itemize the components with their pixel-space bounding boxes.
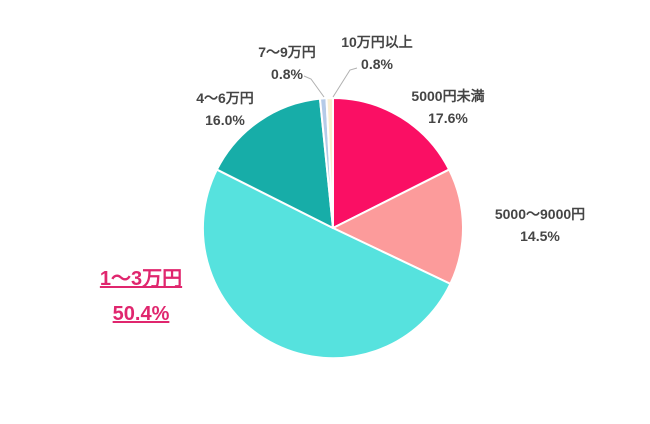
slice-percent-text: 50.4% [112,303,170,325]
slice-percent-text: 0.8% [271,66,303,82]
slice-label-5000-9000: 5000〜9000円 14.5% [495,203,585,247]
slice-label-4-6man: 4〜6万円 16.0% [196,87,254,131]
slice-label-text: 10万円以上 [341,34,413,50]
pie-slice-3 [215,97,334,229]
slice-label-7-9man: 7〜9万円 0.8% [258,41,316,85]
slice-label-text: 4〜6万円 [196,90,254,106]
slice-label-text: 5000円未満 [411,88,485,104]
slice-label-text: 5000〜9000円 [494,206,586,222]
slice-label-under-5000: 5000円未満 17.6% [411,85,484,129]
slice-percent-text: 14.5% [520,228,560,244]
slice-label-1-3man: 1〜3万円 50.4% [100,262,182,332]
pie-slice-0 [332,97,451,229]
slice-label-text: 7〜9万円 [258,44,316,60]
leader-line-over-10man [332,67,358,98]
pie-slice-1 [332,168,464,285]
pie-slice-5 [325,96,334,229]
leader-line-7-9man [303,75,325,98]
pie-slice-2 [201,168,452,360]
slice-label-text: 1〜3万円 [99,268,183,290]
slice-percent-text: 0.8% [361,56,393,72]
slice-percent-text: 17.6% [428,110,468,126]
slice-label-over-10man: 10万円以上 0.8% [341,31,413,75]
slice-percent-text: 16.0% [205,112,245,128]
